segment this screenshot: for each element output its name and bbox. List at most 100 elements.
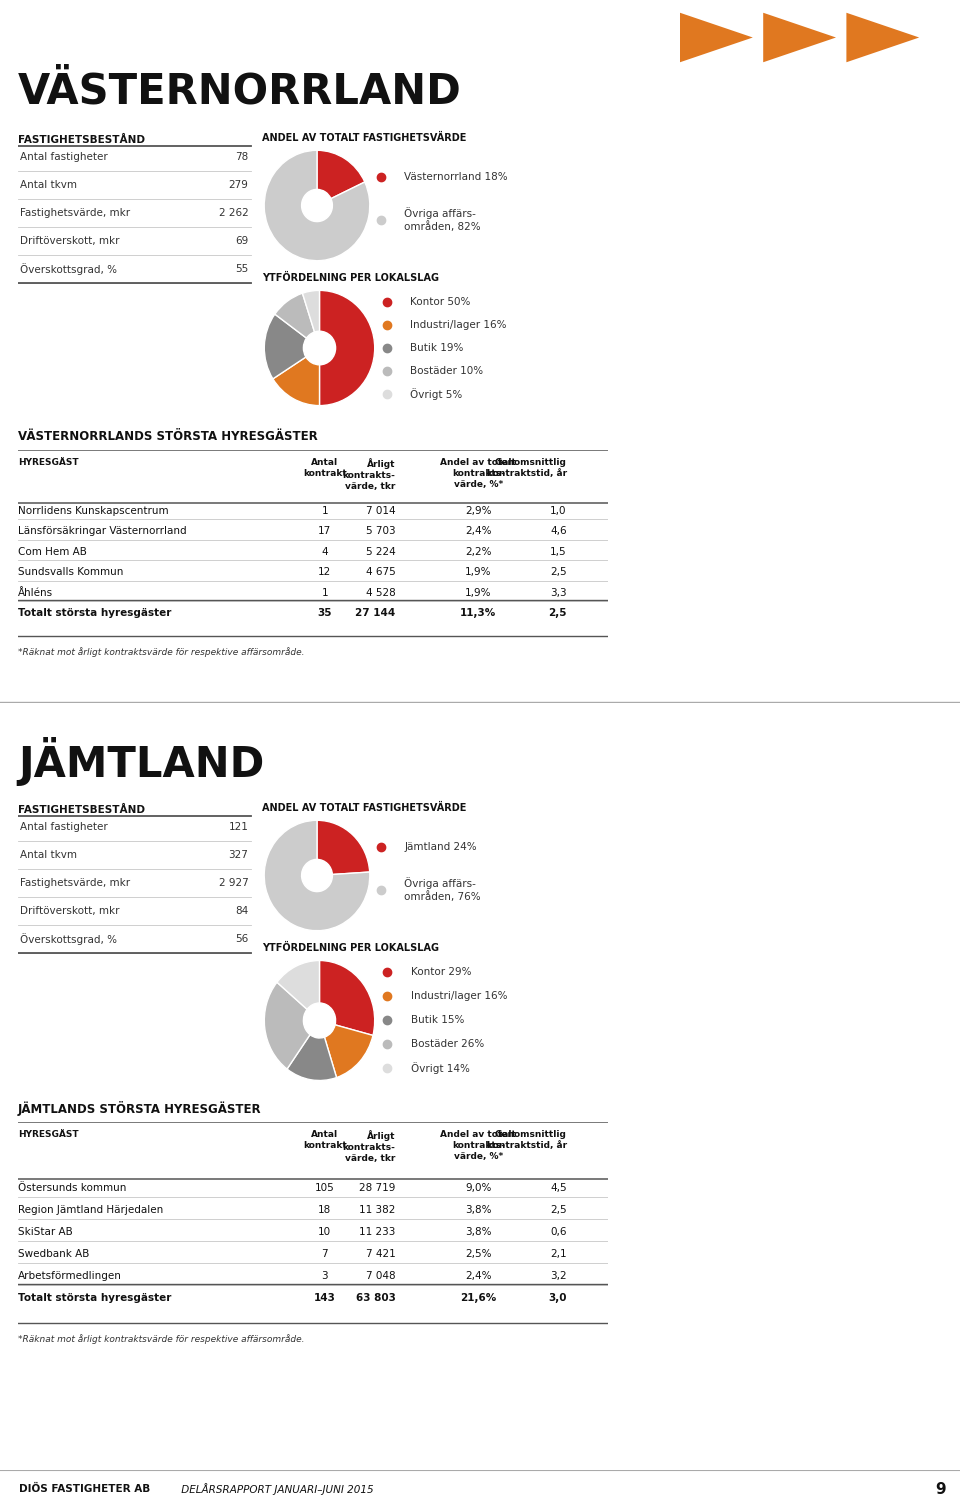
Text: 2,1: 2,1: [550, 1249, 566, 1259]
Text: 1,5: 1,5: [550, 546, 566, 557]
Text: 2,9%: 2,9%: [465, 506, 492, 516]
Text: 5 703: 5 703: [366, 527, 396, 536]
Text: 11 382: 11 382: [359, 1204, 396, 1215]
Text: 55: 55: [235, 264, 249, 273]
Text: Jämtland 24%: Jämtland 24%: [404, 842, 477, 851]
Text: 3,8%: 3,8%: [465, 1204, 492, 1215]
Text: Genomsnittlig
kontraktstid, år: Genomsnittlig kontraktstid, år: [487, 1130, 566, 1150]
Text: 3: 3: [322, 1271, 328, 1281]
Text: Butik 19%: Butik 19%: [411, 343, 464, 353]
Text: Övriga affärs-
områden, 76%: Övriga affärs- områden, 76%: [404, 878, 481, 902]
Wedge shape: [264, 151, 370, 261]
Text: 1: 1: [322, 587, 328, 598]
Text: Driftöverskott, mkr: Driftöverskott, mkr: [20, 905, 120, 916]
Text: Övrigt 5%: Övrigt 5%: [411, 388, 463, 400]
Wedge shape: [277, 961, 320, 1010]
Text: YTFÖRDELNING PER LOKALSLAG: YTFÖRDELNING PER LOKALSLAG: [262, 943, 439, 954]
Text: 2,2%: 2,2%: [465, 546, 492, 557]
Text: 7 421: 7 421: [366, 1249, 396, 1259]
Text: Fastighetsvärde, mkr: Fastighetsvärde, mkr: [20, 208, 131, 217]
Text: 2 262: 2 262: [219, 208, 249, 217]
Text: FASTIGHETSBESTÅND: FASTIGHETSBESTÅND: [18, 806, 145, 815]
Text: Fastighetsvärde, mkr: Fastighetsvärde, mkr: [20, 878, 131, 887]
Text: JÄMTLAND: JÄMTLAND: [18, 736, 264, 786]
Wedge shape: [264, 314, 306, 379]
Text: 3,8%: 3,8%: [465, 1227, 492, 1237]
Text: 2,4%: 2,4%: [465, 527, 492, 536]
Text: 10: 10: [318, 1227, 331, 1237]
Wedge shape: [302, 290, 320, 332]
Text: 4,6: 4,6: [550, 527, 566, 536]
Text: *Räknat mot årligt kontraktsvärde för respektive affärsområde.: *Räknat mot årligt kontraktsvärde för re…: [18, 1334, 304, 1345]
Text: 4: 4: [322, 546, 328, 557]
Text: Antal tkvm: Antal tkvm: [20, 180, 78, 190]
Wedge shape: [275, 293, 315, 338]
Text: Butik 15%: Butik 15%: [411, 1016, 465, 1025]
Text: Sundsvalls Kommun: Sundsvalls Kommun: [18, 567, 124, 576]
Text: 121: 121: [228, 822, 249, 831]
Wedge shape: [317, 151, 365, 199]
Text: Årligt
kontrakts-
värde, tkr: Årligt kontrakts- värde, tkr: [343, 457, 396, 490]
Wedge shape: [324, 1025, 373, 1077]
Text: DELÅRSRAPPORT JANUARI–JUNI 2015: DELÅRSRAPPORT JANUARI–JUNI 2015: [178, 1483, 373, 1495]
Text: Östersunds kommun: Östersunds kommun: [18, 1183, 127, 1192]
Text: Totalt största hyresgäster: Totalt största hyresgäster: [18, 1293, 172, 1302]
Text: 4 528: 4 528: [366, 587, 396, 598]
Polygon shape: [847, 12, 920, 62]
Wedge shape: [320, 290, 374, 406]
Wedge shape: [320, 961, 374, 1035]
Text: 27 144: 27 144: [355, 608, 396, 619]
Text: Västernorrland 18%: Västernorrland 18%: [404, 172, 508, 181]
Text: 0,6: 0,6: [550, 1227, 566, 1237]
Text: Swedbank AB: Swedbank AB: [18, 1249, 89, 1259]
Wedge shape: [264, 821, 370, 931]
Wedge shape: [287, 1035, 337, 1080]
Text: Genomsnittlig
kontraktstid, år: Genomsnittlig kontraktstid, år: [487, 457, 566, 478]
Text: Överskottsgrad, %: Överskottsgrad, %: [20, 263, 117, 275]
Text: 105: 105: [315, 1183, 335, 1192]
Text: Bostäder 26%: Bostäder 26%: [411, 1040, 485, 1049]
Text: Antal tkvm: Antal tkvm: [20, 850, 78, 860]
Text: 327: 327: [228, 850, 249, 860]
Text: 28 719: 28 719: [359, 1183, 396, 1192]
Text: 2 927: 2 927: [219, 878, 249, 887]
Text: 1,0: 1,0: [550, 506, 566, 516]
Text: SkiStar AB: SkiStar AB: [18, 1227, 73, 1237]
Text: HYRESGÄST: HYRESGÄST: [18, 457, 79, 466]
Text: 4 675: 4 675: [366, 567, 396, 576]
Text: 35: 35: [318, 608, 332, 619]
Text: 69: 69: [235, 235, 249, 246]
Polygon shape: [680, 12, 753, 62]
Text: 3,3: 3,3: [550, 587, 566, 598]
Text: 9: 9: [935, 1482, 946, 1497]
Text: Åhléns: Åhléns: [18, 587, 53, 598]
Text: Andel av totalt
kontrakts-
värde, %*: Andel av totalt kontrakts- värde, %*: [441, 457, 516, 489]
Text: DIÖS FASTIGHETER AB: DIÖS FASTIGHETER AB: [19, 1485, 151, 1494]
Text: Totalt största hyresgäster: Totalt största hyresgäster: [18, 608, 172, 619]
Text: Kontor 50%: Kontor 50%: [411, 297, 470, 306]
Text: Länsförsäkringar Västernorrland: Länsförsäkringar Västernorrland: [18, 527, 186, 536]
Text: Antal
kontrakt: Antal kontrakt: [303, 1130, 347, 1150]
Text: VÄSTERNORRLAND: VÄSTERNORRLAND: [18, 69, 462, 112]
Text: Region Jämtland Härjedalen: Region Jämtland Härjedalen: [18, 1204, 163, 1215]
Text: 1,9%: 1,9%: [465, 587, 492, 598]
Text: 84: 84: [235, 905, 249, 916]
Text: 11 233: 11 233: [359, 1227, 396, 1237]
Text: Driftöverskott, mkr: Driftöverskott, mkr: [20, 235, 120, 246]
Text: Övriga affärs-
områden, 82%: Övriga affärs- områden, 82%: [404, 208, 481, 232]
Text: *Räknat mot årligt kontraktsvärde för respektive affärsområde.: *Räknat mot årligt kontraktsvärde för re…: [18, 647, 304, 656]
Text: Kontor 29%: Kontor 29%: [411, 967, 471, 978]
Text: JÄMTLANDS STÖRSTA HYRESGÄSTER: JÄMTLANDS STÖRSTA HYRESGÄSTER: [18, 1102, 262, 1117]
Text: 2,4%: 2,4%: [465, 1271, 492, 1281]
Text: 7 014: 7 014: [366, 506, 396, 516]
Text: Industri/lager 16%: Industri/lager 16%: [411, 991, 508, 1002]
Wedge shape: [317, 821, 370, 875]
Text: Com Hem AB: Com Hem AB: [18, 546, 86, 557]
Text: 4,5: 4,5: [550, 1183, 566, 1192]
Text: ANDEL AV TOTALT FASTIGHETSVÄRDE: ANDEL AV TOTALT FASTIGHETSVÄRDE: [262, 803, 467, 813]
Text: Överskottsgrad, %: Överskottsgrad, %: [20, 933, 117, 945]
Text: YTFÖRDELNING PER LOKALSLAG: YTFÖRDELNING PER LOKALSLAG: [262, 273, 439, 284]
Text: Industri/lager 16%: Industri/lager 16%: [411, 320, 507, 330]
Text: HYRESGÄST: HYRESGÄST: [18, 1130, 79, 1139]
Text: 63 803: 63 803: [356, 1293, 396, 1302]
